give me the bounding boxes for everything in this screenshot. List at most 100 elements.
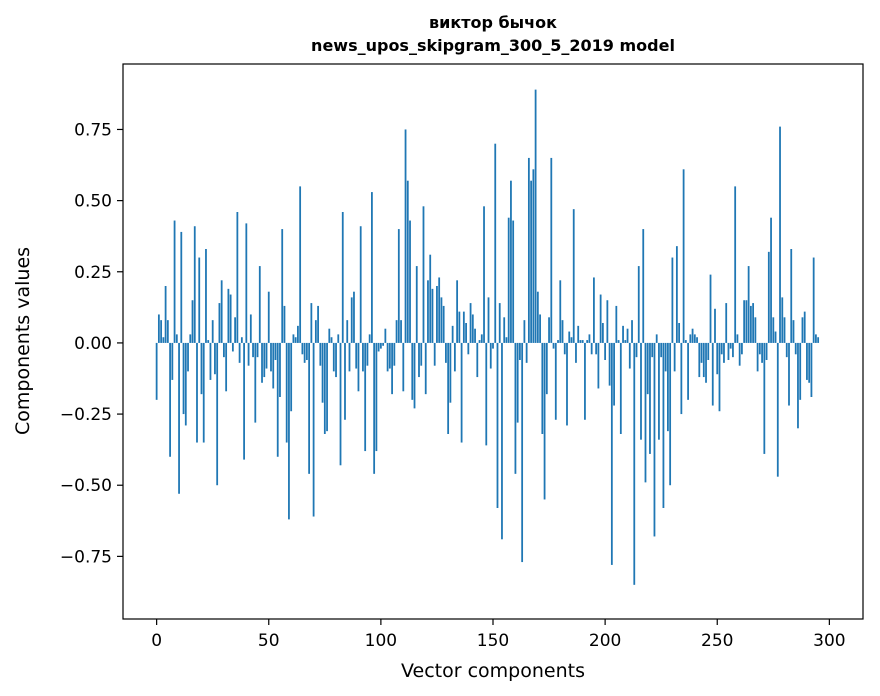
bar xyxy=(693,334,696,343)
bar xyxy=(200,342,203,395)
bar xyxy=(635,342,638,358)
bar xyxy=(729,342,732,349)
bar xyxy=(808,342,811,383)
bar xyxy=(752,303,755,343)
bar xyxy=(525,342,528,363)
plot-frame xyxy=(122,63,864,620)
bar xyxy=(684,340,687,343)
bar xyxy=(601,323,604,343)
bar xyxy=(749,305,752,343)
bar xyxy=(705,342,707,383)
bar xyxy=(243,342,245,460)
bar xyxy=(155,342,158,400)
bar xyxy=(474,328,476,343)
bar xyxy=(548,317,550,343)
bar xyxy=(738,342,741,366)
bar xyxy=(606,300,609,343)
bar xyxy=(225,342,228,392)
bar xyxy=(476,342,479,378)
x-tick-label: 250 xyxy=(701,631,733,651)
bar xyxy=(330,337,333,343)
bar xyxy=(175,334,178,343)
bar xyxy=(303,342,306,363)
y-tick-label: −0.50 xyxy=(60,476,112,496)
bar xyxy=(288,342,290,520)
bar xyxy=(714,308,716,343)
bar xyxy=(503,317,506,343)
bar xyxy=(718,342,721,412)
bar xyxy=(236,212,239,343)
bar xyxy=(637,266,640,343)
bar xyxy=(424,342,427,395)
bar xyxy=(440,297,443,343)
bar xyxy=(743,300,746,343)
bar xyxy=(438,277,441,343)
bar xyxy=(631,320,633,343)
bar xyxy=(447,342,450,434)
bar xyxy=(545,342,548,395)
bar xyxy=(350,297,353,343)
bar xyxy=(709,274,712,343)
bar xyxy=(388,342,391,369)
bar xyxy=(198,257,201,343)
bar xyxy=(599,294,602,343)
bar xyxy=(238,342,241,363)
bar xyxy=(207,340,210,343)
bar xyxy=(512,220,515,343)
bar xyxy=(223,342,225,358)
chart-title-line-1: виктор бычок xyxy=(429,13,557,32)
bar xyxy=(543,342,546,500)
bar xyxy=(550,157,553,343)
bar xyxy=(765,342,768,360)
x-tick-label: 150 xyxy=(477,631,509,651)
bar xyxy=(494,143,497,343)
bar xyxy=(572,209,575,343)
bar xyxy=(261,342,263,383)
bar xyxy=(761,342,763,363)
bar xyxy=(763,342,766,454)
bar xyxy=(660,342,663,358)
bar xyxy=(725,303,728,343)
bar xyxy=(557,340,559,343)
x-axis-ticks: 0 50 100 150 200 250 300 xyxy=(151,619,846,651)
bar xyxy=(806,342,808,380)
bar xyxy=(270,342,272,372)
bar xyxy=(588,334,591,343)
bar xyxy=(294,337,297,343)
bar xyxy=(205,249,207,343)
bar xyxy=(687,342,689,400)
bar xyxy=(249,314,252,343)
bar xyxy=(642,229,645,343)
bar xyxy=(465,323,467,343)
bar xyxy=(173,220,176,343)
bar xyxy=(415,266,418,343)
bar xyxy=(373,342,376,474)
bar xyxy=(319,342,322,366)
bar xyxy=(651,342,654,358)
bar xyxy=(379,342,382,349)
bar xyxy=(723,342,725,363)
bar xyxy=(413,342,416,409)
bar xyxy=(285,342,288,443)
bar xyxy=(566,342,568,426)
bar xyxy=(458,311,461,343)
bar xyxy=(337,334,340,343)
bar xyxy=(505,337,508,343)
bar xyxy=(276,342,279,457)
bar xyxy=(767,251,770,343)
bar xyxy=(335,342,337,378)
y-tick-label: 0.00 xyxy=(74,334,112,354)
bar xyxy=(182,342,185,415)
bar xyxy=(395,320,398,343)
bar xyxy=(462,311,465,343)
bar xyxy=(328,328,331,343)
bar xyxy=(364,342,367,452)
bar xyxy=(218,303,221,343)
bar xyxy=(265,342,268,369)
bar xyxy=(483,206,485,343)
bar xyxy=(279,342,281,397)
bar xyxy=(691,328,694,343)
bar xyxy=(523,320,526,343)
bar xyxy=(561,320,564,343)
bar xyxy=(323,342,326,434)
